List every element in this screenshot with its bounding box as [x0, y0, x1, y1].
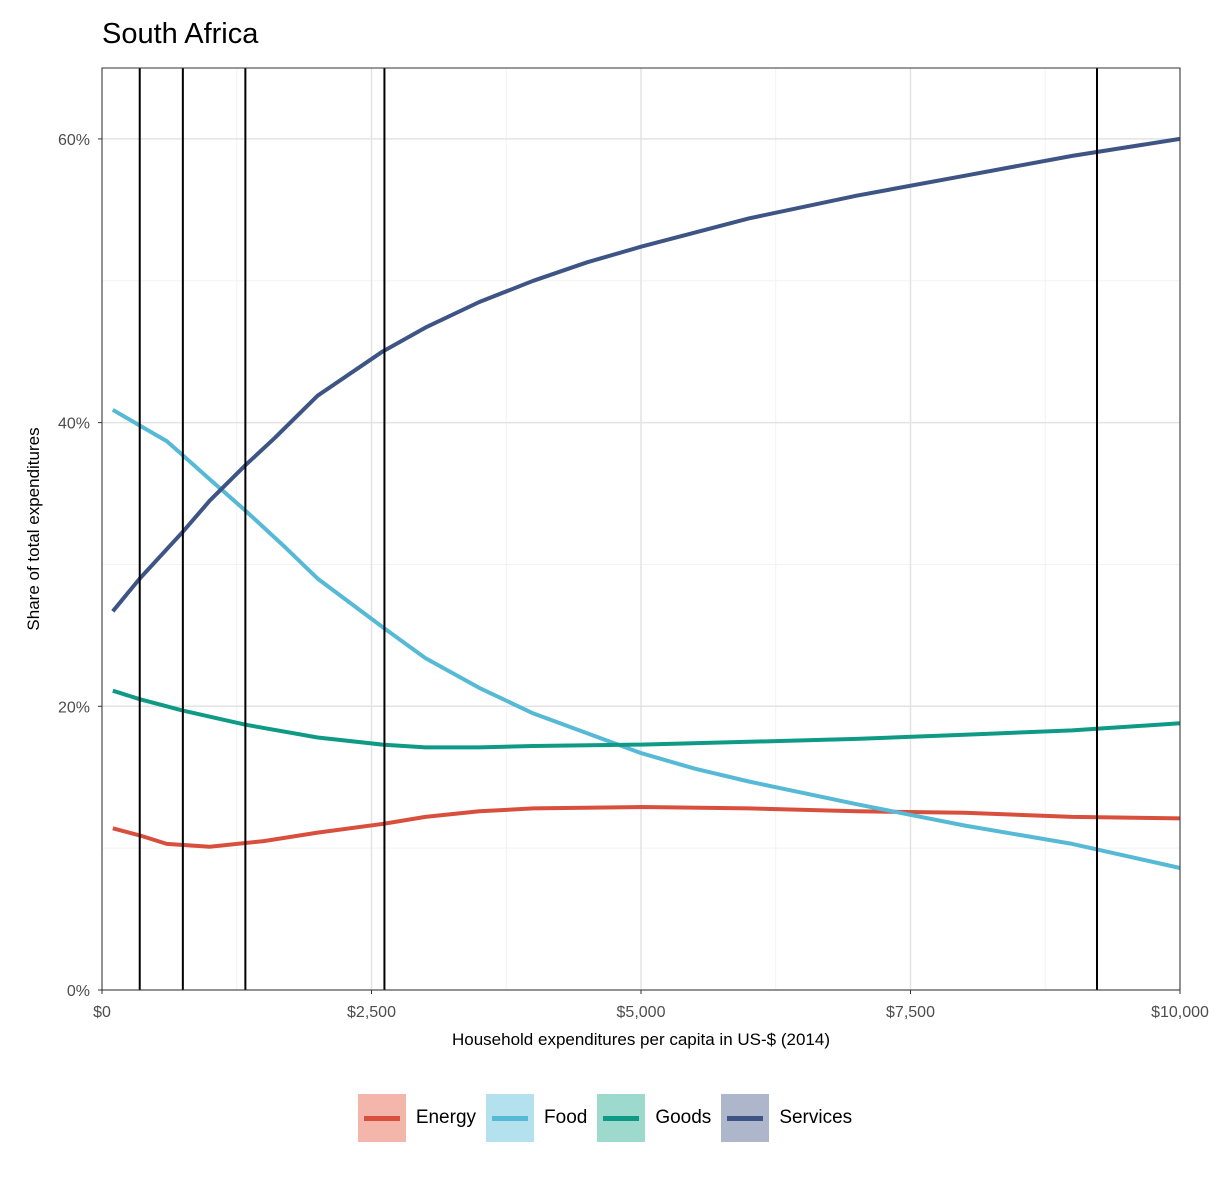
y-tick-label: 0%	[67, 983, 90, 1000]
tick-layer: $0 $2,500 $5,000 $7,500 $10,000 0% 20% 40% 60%	[58, 132, 1209, 1021]
legend-label: Food	[544, 1107, 588, 1128]
y-axis-label: Share of total expenditures	[24, 427, 43, 630]
legend-item-services: Services	[721, 1094, 852, 1142]
x-tick-label: $10,000	[1151, 1004, 1209, 1021]
series-line-energy	[112, 805, 1181, 849]
legend-key-line	[492, 1116, 529, 1121]
chart-title: South Africa	[102, 18, 259, 50]
y-tick-label: 60%	[58, 132, 90, 149]
x-axis-label: Household expenditures per capita in US-…	[452, 1030, 830, 1049]
legend-item-goods: Goods	[597, 1094, 711, 1142]
x-tick-label: $7,500	[886, 1004, 935, 1021]
legend-key	[597, 1094, 646, 1142]
series-line-food	[111, 408, 1181, 870]
legend-item-energy: Energy	[357, 1094, 477, 1142]
x-tick-label: $5,000	[617, 1004, 666, 1021]
legend-key	[357, 1094, 406, 1142]
legend-label: Services	[779, 1107, 853, 1128]
legend-key-line	[727, 1116, 764, 1121]
legend: Energy Food Goods Services	[0, 1094, 1220, 1142]
series-line-goods	[112, 688, 1181, 750]
legend-item-food: Food	[486, 1094, 587, 1142]
legend-label: Goods	[655, 1107, 712, 1128]
y-tick-label: 20%	[58, 699, 90, 716]
legend-key	[486, 1094, 535, 1142]
legend-key	[721, 1094, 770, 1142]
series-layer	[111, 136, 1181, 870]
vline-layer	[138, 68, 1098, 990]
y-tick-label: 40%	[58, 416, 90, 433]
legend-key-line	[603, 1116, 640, 1121]
legend-label: Energy	[415, 1107, 477, 1128]
series-line-services	[111, 136, 1181, 613]
x-tick-label: $2,500	[347, 1004, 396, 1021]
x-tick-label: $0	[93, 1004, 111, 1021]
legend-key-line	[363, 1116, 400, 1121]
